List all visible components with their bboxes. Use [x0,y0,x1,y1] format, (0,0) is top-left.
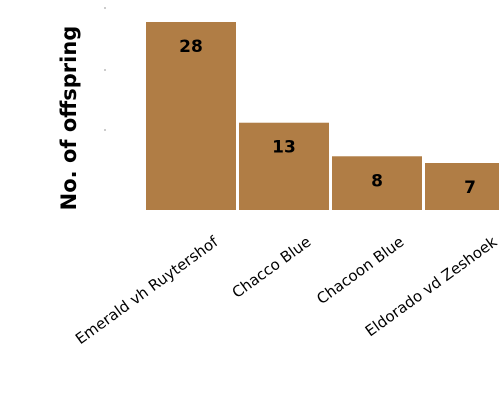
category-label: Chacco Blue [229,233,315,302]
bar [146,22,236,210]
category-labels-group: Emerald vh Ruytershof Chacco BlueChacoon … [72,232,499,348]
bars-group [146,22,499,210]
bar [425,163,499,210]
value-labels-group: 28 13 8 7 [179,37,476,198]
y-axis-ticks [104,7,106,131]
category-label: Emerald vh Ruytershof [72,232,222,348]
y-axis-label: No. of offspring [57,26,81,211]
bar [332,156,422,210]
category-label: Chacoon Blue [313,233,407,308]
bar-value-label: 28 [179,37,203,57]
bar [239,122,329,210]
bar-value-label: 13 [272,138,296,158]
bar-value-label: 7 [464,178,476,198]
bar-value-label: 8 [371,171,383,191]
